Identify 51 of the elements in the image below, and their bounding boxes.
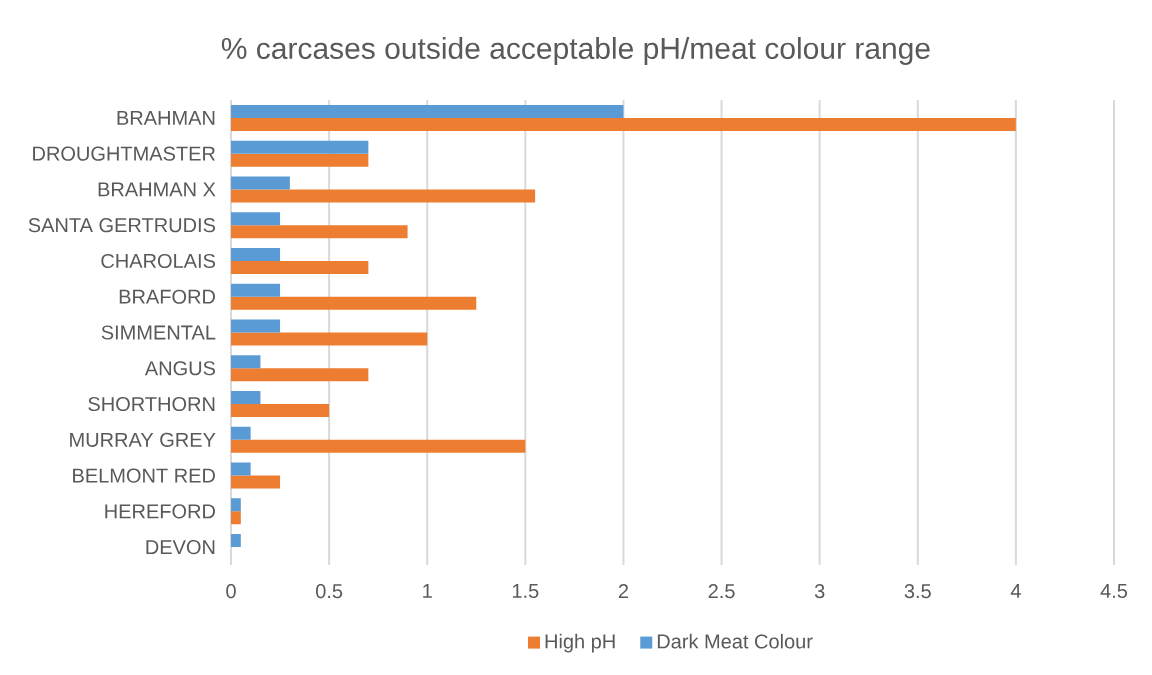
bar (231, 140, 369, 154)
x-tick-label: 4 (1010, 584, 1021, 598)
x-tick-label: 1.5 (512, 584, 539, 599)
bar (231, 176, 290, 190)
bar (231, 475, 281, 489)
bar (231, 426, 251, 440)
bar (231, 153, 369, 167)
y-tick-label: CHAROLAIS (101, 253, 216, 269)
y-tick-label: ANGUS (144, 361, 216, 376)
bar (231, 225, 408, 239)
x-tick-label: 2.5 (708, 584, 735, 599)
y-tick-label: BRAHMAN X (98, 182, 216, 197)
bar (231, 439, 526, 453)
y-tick-label: BRAFORD (119, 289, 215, 304)
bar (231, 404, 330, 418)
x-tick-label: 0.5 (316, 584, 343, 599)
bar (231, 283, 281, 297)
y-tick-label: DROUGHTMASTER (33, 146, 216, 161)
legend-label: High pH (545, 633, 615, 653)
bar (231, 498, 241, 512)
y-tick-label: BELMONT RED (73, 468, 215, 483)
bar (231, 189, 536, 203)
x-tick-label: 3 (814, 584, 825, 599)
bar (231, 296, 477, 310)
bar (231, 104, 624, 118)
bar (231, 247, 281, 261)
bar (231, 534, 241, 548)
bar (231, 332, 428, 346)
y-tick-label: BRAHMAN (117, 111, 215, 125)
bar (231, 212, 281, 226)
chart-title: % carcases outside acceptable pH/meat colour range (221, 37, 930, 65)
y-tick-label: HEREFORD (105, 504, 215, 519)
y-tick-label: DEVON (146, 540, 215, 555)
y-tick-label: SANTA GERTRUDIS (28, 218, 216, 233)
y-tick-label: SHORTHORN (88, 396, 215, 412)
x-tick-label: 1 (423, 584, 432, 598)
bar (231, 462, 251, 476)
bar (231, 319, 281, 333)
x-tick-label: 2 (618, 584, 629, 599)
bar (231, 368, 369, 382)
bar (231, 117, 1016, 131)
x-tick-label: 0 (226, 584, 236, 599)
bar (231, 260, 369, 274)
legend-label: Dark Meat Colour (657, 633, 813, 649)
y-tick-label: MURRAY GREY (70, 432, 216, 447)
bar (231, 511, 241, 525)
bar (231, 355, 261, 369)
bar (231, 391, 261, 405)
x-tick-label: 3.5 (904, 584, 931, 599)
x-tick-label: 4.5 (1100, 584, 1128, 599)
y-tick-label: SIMMENTAL (101, 325, 216, 340)
